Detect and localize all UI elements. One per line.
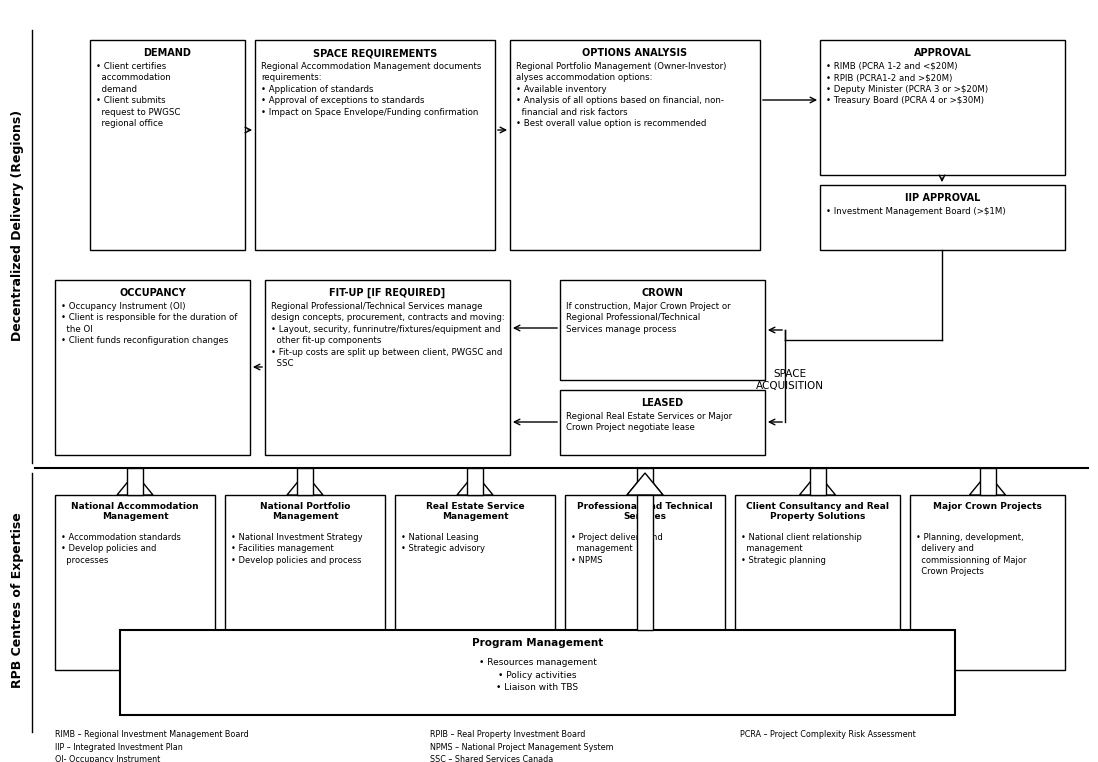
Text: • Occupancy Instrument (OI)
• Client is responsible for the duration of
  the OI: • Occupancy Instrument (OI) • Client is … xyxy=(61,302,237,345)
Text: Regional Accommodation Management documents
requirements:
• Application of stand: Regional Accommodation Management docume… xyxy=(261,62,481,117)
Bar xyxy=(809,468,826,495)
Text: SPACE
ACQUISITION: SPACE ACQUISITION xyxy=(757,370,824,391)
Polygon shape xyxy=(287,473,323,495)
Bar xyxy=(979,468,996,495)
Bar xyxy=(467,468,483,495)
Text: Professional and Technical
Services: Professional and Technical Services xyxy=(578,502,713,521)
Polygon shape xyxy=(970,473,1006,495)
Bar xyxy=(910,495,1065,670)
Text: IIP APPROVAL: IIP APPROVAL xyxy=(905,193,981,203)
Bar xyxy=(225,495,385,670)
Text: • Investment Management Board (>$1M): • Investment Management Board (>$1M) xyxy=(826,207,1006,216)
Bar xyxy=(735,495,900,670)
Bar xyxy=(820,40,1065,175)
Text: APPROVAL: APPROVAL xyxy=(914,48,972,58)
Text: • RIMB (PCRA 1-2 and <$20M)
• RPIB (PCRA1-2 and >$20M)
• Deputy Minister (PCRA 3: • RIMB (PCRA 1-2 and <$20M) • RPIB (PCRA… xyxy=(826,62,988,105)
Text: RPIB – Real Property Investment Board
NPMS – National Project Management System
: RPIB – Real Property Investment Board NP… xyxy=(430,730,614,762)
Polygon shape xyxy=(627,473,663,495)
Polygon shape xyxy=(457,473,493,495)
Text: Regional Portfolio Management (Owner-Investor)
alyses accommodation options:
• A: Regional Portfolio Management (Owner-Inv… xyxy=(516,62,727,128)
Bar xyxy=(120,630,955,715)
Bar xyxy=(820,185,1065,250)
Text: • Accommodation standards
• Develop policies and
  processes: • Accommodation standards • Develop poli… xyxy=(61,533,181,565)
Text: PCRA – Project Complexity Risk Assessment: PCRA – Project Complexity Risk Assessmen… xyxy=(740,730,916,739)
Bar xyxy=(637,468,653,495)
Text: OCCUPANCY: OCCUPANCY xyxy=(119,288,186,298)
Text: Regional Professional/Technical Services manage
design concepts, procurement, co: Regional Professional/Technical Services… xyxy=(271,302,505,368)
Text: • Project delivery and
  management
• NPMS: • Project delivery and management • NPMS xyxy=(571,533,663,565)
Text: • Client certifies
  accommodation
  demand
• Client submits
  request to PWGSC
: • Client certifies accommodation demand … xyxy=(96,62,180,128)
Text: DEMAND: DEMAND xyxy=(144,48,191,58)
Bar xyxy=(395,495,554,670)
Text: • Planning, development,
  delivery and
  commissionning of Major
  Crown Projec: • Planning, development, delivery and co… xyxy=(916,533,1027,576)
Text: Client Consultancy and Real
Property Solutions: Client Consultancy and Real Property Sol… xyxy=(746,502,889,521)
Bar xyxy=(127,468,143,495)
Polygon shape xyxy=(117,473,153,495)
Text: National Accommodation
Management: National Accommodation Management xyxy=(71,502,199,521)
Text: • National Investment Strategy
• Facilities management
• Develop policies and pr: • National Investment Strategy • Facilit… xyxy=(231,533,362,565)
Text: Regional Real Estate Services or Major
Crown Project negotiate lease: Regional Real Estate Services or Major C… xyxy=(565,412,732,433)
Text: FIT-UP [IF REQUIRED]: FIT-UP [IF REQUIRED] xyxy=(329,288,446,298)
Text: Decentralized Delivery (Regions): Decentralized Delivery (Regions) xyxy=(11,110,24,341)
Text: LEASED: LEASED xyxy=(641,398,684,408)
Text: SPACE REQUIREMENTS: SPACE REQUIREMENTS xyxy=(313,48,437,58)
Bar xyxy=(265,280,509,455)
Text: Program Management: Program Management xyxy=(472,638,603,648)
Text: National Portfolio
Management: National Portfolio Management xyxy=(260,502,350,521)
Text: RIMB – Regional Investment Management Board
IIP – Integrated Investment Plan
OI-: RIMB – Regional Investment Management Bo… xyxy=(55,730,249,762)
Bar xyxy=(90,40,245,250)
Text: • National Leasing
• Strategic advisory: • National Leasing • Strategic advisory xyxy=(401,533,485,553)
Text: Real Estate Service
Management: Real Estate Service Management xyxy=(426,502,525,521)
Polygon shape xyxy=(799,473,836,495)
Bar xyxy=(55,495,215,670)
Bar xyxy=(509,40,760,250)
Bar xyxy=(296,468,313,495)
Bar xyxy=(637,495,653,630)
Text: Major Crown Projects: Major Crown Projects xyxy=(933,502,1042,511)
Text: RPB Centres of Expertise: RPB Centres of Expertise xyxy=(11,512,24,688)
Text: • National client relationship
  management
• Strategic planning: • National client relationship managemen… xyxy=(741,533,862,565)
Bar xyxy=(565,495,725,670)
Polygon shape xyxy=(627,473,663,495)
Text: If construction, Major Crown Project or
Regional Professional/Technical
Services: If construction, Major Crown Project or … xyxy=(565,302,730,334)
Text: • Resources management
• Policy activities
• Liaison with TBS: • Resources management • Policy activiti… xyxy=(479,658,596,692)
Bar xyxy=(560,390,765,455)
Bar xyxy=(560,280,765,380)
Text: CROWN: CROWN xyxy=(641,288,683,298)
Bar xyxy=(55,280,250,455)
Bar xyxy=(255,40,495,250)
Text: OPTIONS ANALYSIS: OPTIONS ANALYSIS xyxy=(582,48,687,58)
